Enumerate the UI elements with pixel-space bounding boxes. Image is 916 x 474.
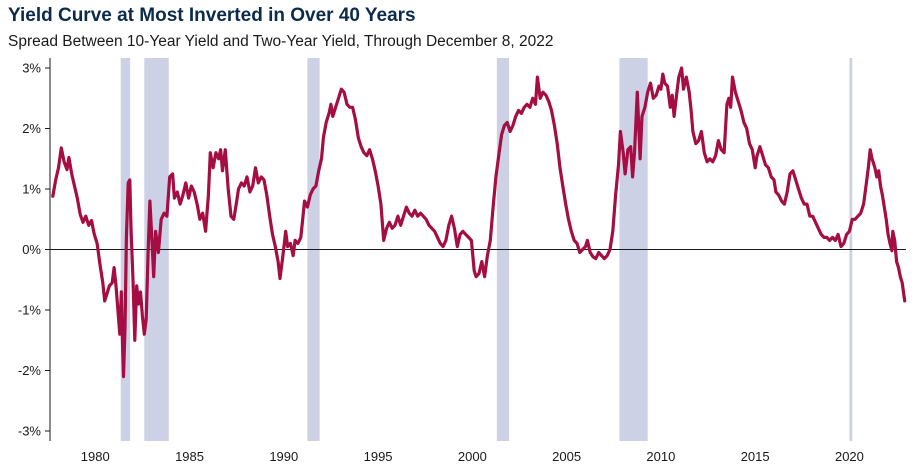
x-tick-label-6: 2010 xyxy=(646,449,675,464)
chart-subtitle: Spread Between 10-Year Yield and Two-Yea… xyxy=(8,33,554,50)
y-tick-label-1: 2% xyxy=(22,121,41,136)
y-tick-label-3: 0% xyxy=(22,242,41,257)
x-tick-label-7: 2015 xyxy=(741,449,770,464)
x-tick-label-2: 1990 xyxy=(269,449,298,464)
y-tick-label-4: -1% xyxy=(18,303,42,318)
y-tick-label-5: -2% xyxy=(18,363,42,378)
x-tick-label-5: 2005 xyxy=(552,449,581,464)
chart-title: Yield Curve at Most Inverted in Over 40 … xyxy=(8,5,416,26)
x-tick-label-3: 1995 xyxy=(364,449,393,464)
x-tick-label-0: 1980 xyxy=(81,449,110,464)
x-tick-label-1: 1985 xyxy=(175,449,204,464)
y-tick-label-2: 1% xyxy=(22,182,41,197)
x-tick-label-8: 2020 xyxy=(835,449,864,464)
y-tick-label-0: 3% xyxy=(22,61,41,76)
y-tick-label-6: -3% xyxy=(18,424,42,439)
x-tick-label-4: 2000 xyxy=(458,449,487,464)
series-line-1 xyxy=(51,66,907,379)
